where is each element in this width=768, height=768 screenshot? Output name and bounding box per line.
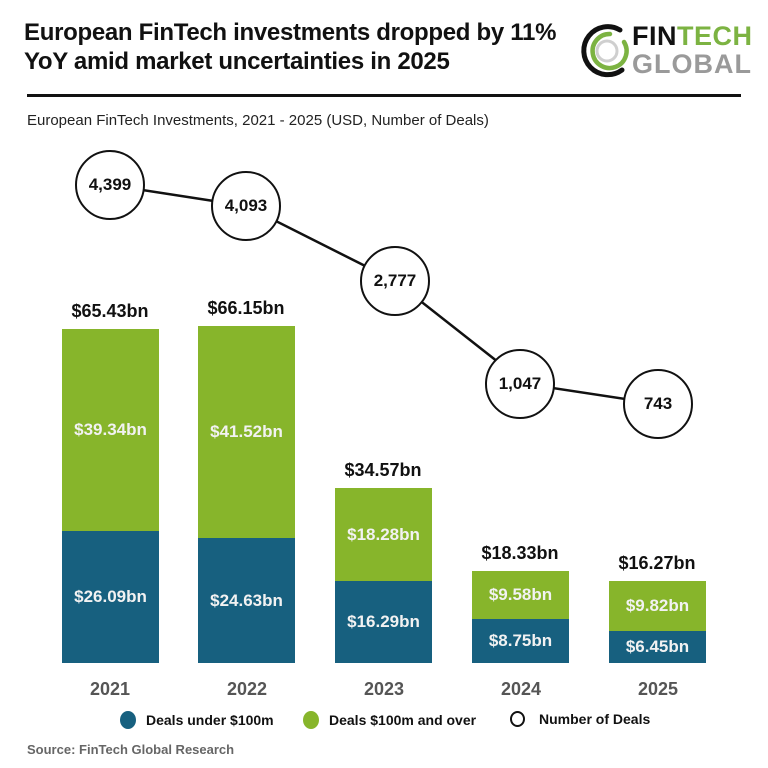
logo-tech: TECH	[677, 21, 753, 51]
total-2023: $34.57bn	[344, 460, 422, 480]
title-line-1: European FinTech investments dropped by …	[24, 19, 557, 46]
bar-2022-over-100m: $41.52bn	[198, 326, 295, 538]
legend-label: Deals $100m and over	[329, 712, 477, 728]
chart-title: European FinTech investments dropped by …	[24, 18, 584, 76]
total-2022: $66.15bn	[207, 298, 285, 318]
deals-value: 4,093	[224, 196, 268, 215]
value-label: $16.29bn	[347, 612, 420, 631]
x-label-2022: 2022	[226, 679, 268, 699]
fintech-global-logo: FINTECH GLOBAL	[580, 20, 753, 82]
deals-node-2022: 4,093	[211, 171, 281, 241]
deals-node-2025: 743	[623, 369, 693, 439]
legend-dot-green-icon	[303, 711, 319, 729]
legend: Deals under $100m Deals $100m and over N…	[0, 711, 768, 733]
total-2024: $18.33bn	[481, 543, 559, 563]
bar-2021-over-100m: $39.34bn	[62, 329, 159, 531]
logo-text-fintech: FINTECH	[632, 22, 753, 50]
deals-value: 743	[643, 394, 673, 413]
total-2021: $65.43bn	[71, 301, 149, 321]
logo-ring-icon	[581, 24, 629, 78]
bar-2025-under-100m: $6.45bn	[609, 631, 706, 663]
value-label: $18.28bn	[347, 524, 420, 544]
bar-2024-under-100m: $8.75bn	[472, 619, 569, 663]
value-label: $24.63bn	[210, 590, 283, 610]
legend-item-number-of-deals: Number of Deals	[510, 711, 650, 727]
header-divider	[27, 94, 741, 97]
x-label-2021: 2021	[89, 679, 131, 699]
legend-label: Deals under $100m	[146, 712, 274, 728]
deals-node-2021: 4,399	[75, 150, 145, 220]
bar-2022-under-100m: $24.63bn	[198, 538, 295, 663]
bar-2023-over-100m: $18.28bn	[335, 488, 432, 581]
legend-dot-blue-icon	[120, 711, 136, 729]
value-label: $8.75bn	[488, 631, 553, 650]
bar-2024-over-100m: $9.58bn	[472, 571, 569, 619]
logo-fin: FIN	[632, 21, 677, 51]
value-label: $41.52bn	[210, 422, 283, 441]
total-2025: $16.27bn	[618, 553, 696, 573]
title-line-2: YoY amid market uncertainties in 2025	[24, 48, 450, 75]
legend-label: Number of Deals	[539, 711, 651, 727]
value-label: $39.34bn	[74, 420, 147, 439]
x-label-2023: 2023	[363, 679, 405, 699]
deals-value: 4,399	[88, 175, 132, 194]
deals-value: 2,777	[373, 271, 417, 290]
deals-value: 1,047	[498, 374, 542, 393]
deals-node-2024: 1,047	[485, 349, 555, 419]
source-note: Source: FinTech Global Research	[27, 742, 235, 757]
legend-item-under-100m: Deals under $100m	[120, 711, 274, 729]
x-label-2024: 2024	[500, 679, 542, 699]
bar-2025-over-100m: $9.82bn	[609, 581, 706, 631]
x-label-2025: 2025	[637, 679, 679, 699]
value-label: $9.82bn	[625, 596, 690, 615]
bar-2021-under-100m: $26.09bn	[62, 531, 159, 663]
value-label: $9.58bn	[488, 585, 553, 604]
bar-2023-under-100m: $16.29bn	[335, 581, 432, 663]
legend-hollow-circle-icon	[510, 711, 525, 727]
legend-item-over-100m: Deals $100m and over	[303, 711, 476, 729]
value-label: $26.09bn	[74, 587, 147, 606]
chart-subtitle: European FinTech Investments, 2021 - 202…	[27, 112, 489, 129]
value-label: $6.45bn	[625, 637, 690, 656]
logo-text-global: GLOBAL	[632, 49, 752, 79]
deals-node-2023: 2,777	[360, 246, 430, 316]
